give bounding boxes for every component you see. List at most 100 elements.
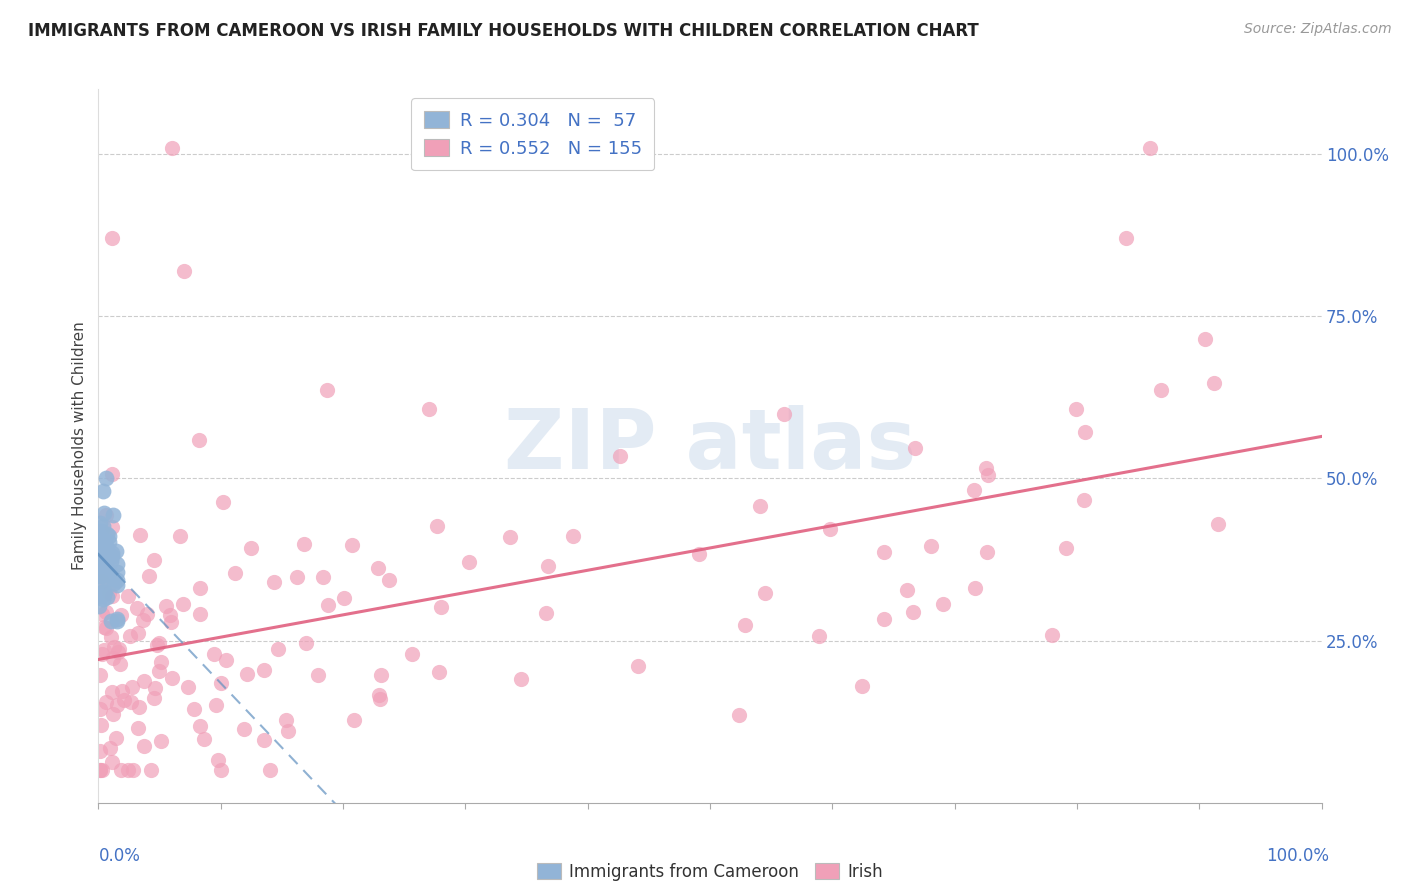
Point [1202, 376, 1225, 390]
Point [202, 647, 225, 661]
Point [368, 692, 391, 706]
Point [159, 607, 181, 622]
Point [263, 575, 285, 590]
Point [96, 590, 118, 604]
Point [188, 607, 211, 621]
Point [138, 569, 160, 583]
Point [100, 630, 122, 644]
Point [101, 706, 124, 721]
Point [103, 575, 125, 590]
Point [100, 467, 122, 482]
Point [87, 549, 110, 563]
Point [110, 607, 132, 622]
Point [252, 733, 274, 747]
Point [901, 605, 924, 619]
Point [94, 558, 117, 573]
Point [89, 702, 111, 716]
Point [233, 722, 256, 736]
Point [90, 648, 112, 662]
Point [94, 471, 117, 485]
Point [105, 557, 128, 571]
Point [139, 764, 162, 778]
Point [91, 541, 114, 555]
Point [367, 688, 389, 702]
Point [117, 764, 139, 778]
Point [97, 535, 120, 549]
Point [343, 713, 366, 727]
Point [183, 702, 205, 716]
Point [609, 449, 631, 463]
Point [108, 642, 131, 657]
Point [896, 582, 918, 597]
Point [122, 764, 145, 778]
Point [688, 547, 710, 561]
Point [91, 591, 114, 606]
Point [427, 665, 450, 679]
Point [128, 699, 150, 714]
Point [101, 590, 124, 604]
Point [90, 764, 112, 778]
Point [143, 681, 166, 696]
Point [212, 495, 235, 509]
Point [155, 599, 177, 614]
Point [134, 673, 156, 688]
Text: 100.0%: 100.0% [1265, 847, 1329, 865]
Point [131, 614, 153, 628]
Point [1115, 231, 1137, 245]
Point [537, 559, 560, 574]
Point [143, 690, 166, 705]
Point [101, 650, 124, 665]
Point [205, 698, 228, 713]
Point [1139, 140, 1161, 154]
Point [105, 614, 128, 628]
Point [209, 764, 232, 778]
Point [97, 586, 120, 600]
Point [91, 607, 114, 622]
Point [103, 640, 125, 654]
Point [136, 607, 159, 621]
Point [430, 600, 453, 615]
Point [89, 667, 111, 681]
Point [93, 584, 115, 599]
Point [96, 527, 118, 541]
Point [873, 544, 896, 558]
Point [169, 529, 191, 543]
Point [312, 569, 335, 583]
Point [728, 708, 751, 723]
Point [965, 581, 987, 595]
Point [89, 744, 111, 758]
Point [132, 739, 155, 753]
Point [101, 756, 124, 770]
Point [89, 599, 111, 613]
Point [160, 615, 183, 630]
Point [90, 524, 112, 538]
Point [91, 574, 114, 588]
Text: 0.0%: 0.0% [98, 847, 141, 865]
Point [96, 540, 118, 554]
Point [105, 573, 128, 587]
Point [89, 525, 111, 540]
Point [93, 586, 115, 600]
Point [807, 630, 830, 644]
Point [110, 764, 132, 778]
Point [101, 570, 124, 584]
Point [90, 718, 112, 732]
Point [274, 714, 297, 728]
Point [108, 657, 131, 671]
Point [754, 586, 776, 600]
Point [120, 629, 142, 643]
Point [120, 695, 142, 709]
Point [316, 383, 339, 397]
Point [932, 598, 955, 612]
Point [150, 656, 173, 670]
Point [277, 724, 299, 739]
Point [94, 547, 117, 561]
Point [188, 581, 211, 595]
Point [259, 764, 281, 778]
Point [193, 732, 215, 747]
Point [377, 573, 399, 587]
Point [370, 668, 392, 682]
Point [94, 621, 117, 635]
Point [820, 522, 842, 536]
Point [418, 402, 440, 417]
